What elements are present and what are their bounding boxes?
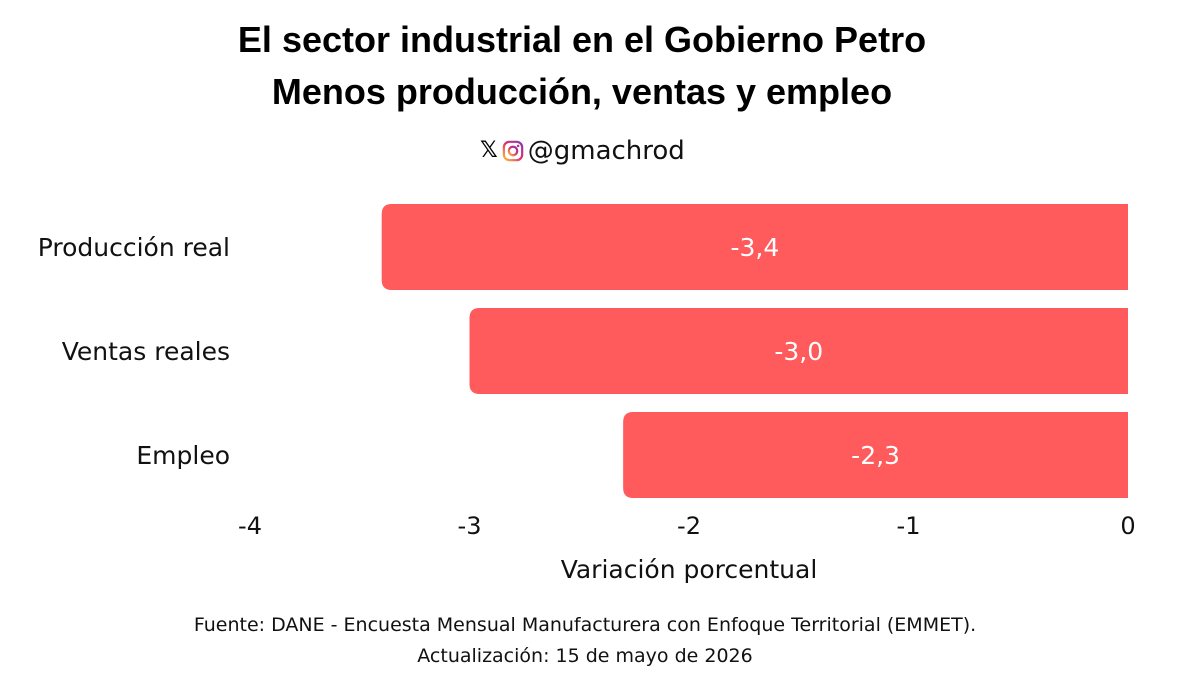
x-tick-label: 0 [1120, 512, 1135, 540]
category-label: Ventas reales [62, 337, 230, 366]
bar [469, 308, 1128, 394]
social-handle: 𝕏 @gmachrod [480, 134, 685, 168]
x-axis-label: Variación porcentual [561, 555, 818, 584]
instagram-icon [502, 140, 524, 162]
x-tick-label: -2 [677, 512, 701, 540]
x-logo-icon: 𝕏 [480, 138, 498, 163]
chart-title-line-2: Menos producción, ventas y empleo [271, 71, 893, 112]
handle-text: @gmachrod [527, 136, 685, 166]
update-date: Actualización: 15 de mayo de 2026 [417, 645, 753, 667]
category-label: Empleo [136, 441, 230, 470]
chart-title-line-1: El sector industrial en el Gobierno Petr… [237, 19, 927, 60]
source-note: Fuente: DANE - Encuesta Mensual Manufact… [193, 614, 977, 636]
bar [381, 204, 1128, 290]
data-label: -2,3 [851, 441, 900, 470]
x-tick-label: -1 [897, 512, 921, 540]
data-label: -3,4 [730, 233, 779, 262]
bar [623, 412, 1128, 498]
category-label: Producción real [38, 233, 230, 262]
x-tick-label: -3 [458, 512, 482, 540]
data-label: -3,0 [774, 337, 823, 366]
x-tick-label: -4 [238, 512, 262, 540]
